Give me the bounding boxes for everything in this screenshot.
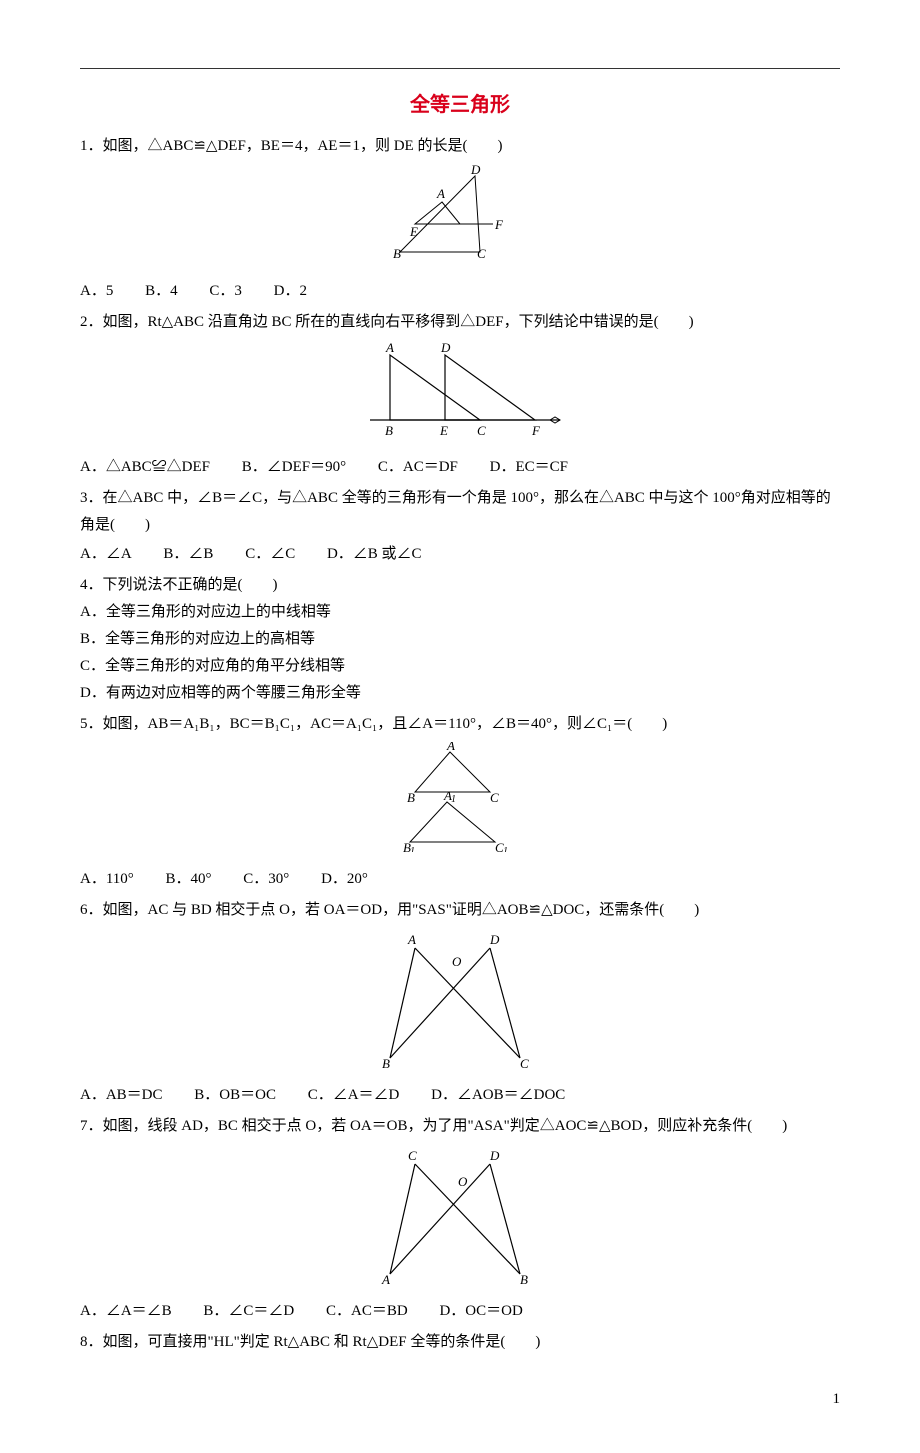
question-8: 8．如图，可直接用"HL"判定 Rt△ABC 和 Rt△DEF 全等的条件是( … — [80, 1329, 840, 1356]
q5-optA: A．110° — [80, 866, 134, 893]
q6-optB: B．OB＝OC — [194, 1082, 276, 1109]
q1-optC: C．3 — [209, 278, 242, 305]
options-q1: A．5 B．4 C．3 D．2 — [80, 278, 840, 305]
question-6: 6．如图，AC 与 BD 相交于点 O，若 OA＝OD，用"SAS"证明△AOB… — [80, 897, 840, 924]
q6-optA: A．AB＝DC — [80, 1082, 163, 1109]
label-A: A — [446, 742, 455, 753]
figure-q1: A B C D E F — [80, 164, 840, 274]
question-2: 2．如图，Rt△ABC 沿直角边 BC 所在的直线向右平移得到△DEF，下列结论… — [80, 309, 840, 336]
label-B1-sub: 1 — [410, 846, 415, 852]
label-D: D — [489, 932, 500, 947]
q3-optC: C．∠C — [245, 541, 295, 568]
label-C: C — [490, 790, 499, 805]
label-O: O — [452, 954, 462, 969]
q3-optD: D．∠B 或∠C — [327, 541, 422, 568]
q4-optD: D．有两边对应相等的两个等腰三角形全等 — [80, 680, 840, 707]
label-B: B — [393, 246, 401, 261]
label-C: C — [520, 1056, 529, 1068]
label-B: B — [407, 790, 415, 805]
q1-optB: B．4 — [145, 278, 178, 305]
question-4: 4．下列说法不正确的是( ) — [80, 572, 840, 599]
q2-optD: D．EC＝CF — [490, 454, 568, 481]
page-title: 全等三角形 — [80, 87, 840, 123]
q2-optB: B．∠DEF＝90° — [242, 454, 346, 481]
q5-optC: C．30° — [243, 866, 289, 893]
label-C: C — [477, 246, 486, 261]
label-C1-sub: 1 — [503, 846, 508, 852]
label-B: B — [382, 1056, 390, 1068]
q5-optD: D．20° — [321, 866, 368, 893]
q5-optB: B．40° — [166, 866, 212, 893]
label-A1-sub: 1 — [451, 794, 456, 805]
options-q5: A．110° B．40° C．30° D．20° — [80, 866, 840, 893]
options-q3: A．∠A B．∠B C．∠C D．∠B 或∠C — [80, 541, 840, 568]
question-7: 7．如图，线段 AD，BC 相交于点 O，若 OA＝OB，为了用"ASA"判定△… — [80, 1113, 840, 1140]
label-C: C — [408, 1148, 417, 1163]
label-D: D — [470, 164, 481, 177]
label-E: E — [409, 224, 418, 239]
question-3: 3．在△ABC 中，∠B＝∠C，与△ABC 全等的三角形有一个角是 100°，那… — [80, 485, 840, 539]
label-D: D — [489, 1148, 500, 1163]
options-q2: A．△ABC≌△DEF B．∠DEF＝90° C．AC＝DF D．EC＝CF — [80, 454, 840, 481]
q4-optB: B．全等三角形的对应边上的高相等 — [80, 626, 840, 653]
label-A: A — [385, 340, 394, 355]
label-D: D — [440, 340, 451, 355]
q3-optA: A．∠A — [80, 541, 132, 568]
label-B: B — [520, 1272, 528, 1284]
figure-q2: A D B E C F — [80, 340, 840, 450]
label-A: A — [381, 1272, 390, 1284]
q6-optD: D．∠AOB＝∠DOC — [431, 1082, 565, 1109]
label-F: F — [531, 423, 541, 438]
figure-q7: C D O A B — [80, 1144, 840, 1294]
label-A: A — [436, 186, 445, 201]
q2-optA: A．△ABC≌△DEF — [80, 454, 210, 481]
q3-optB: B．∠B — [163, 541, 213, 568]
label-O: O — [458, 1174, 468, 1189]
page-number: 1 — [80, 1386, 840, 1413]
label-F: F — [494, 217, 504, 232]
q1-optD: D．2 — [274, 278, 307, 305]
options-q6: A．AB＝DC B．OB＝OC C．∠A＝∠D D．∠AOB＝∠DOC — [80, 1082, 840, 1109]
question-1: 1．如图，△ABC≌△DEF，BE＝4，AE＝1，则 DE 的长是( ) — [80, 133, 840, 160]
label-A: A — [407, 932, 416, 947]
q4-optC: C．全等三角形的对应角的角平分线相等 — [80, 653, 840, 680]
q4-optA: A．全等三角形的对应边上的中线相等 — [80, 599, 840, 626]
label-B: B — [385, 423, 393, 438]
q1-optA: A．5 — [80, 278, 113, 305]
q6-optC: C．∠A＝∠D — [308, 1082, 400, 1109]
label-E: E — [439, 423, 448, 438]
figure-q5: A B C A 1 B 1 C 1 — [80, 742, 840, 862]
figure-q6: A D O B C — [80, 928, 840, 1078]
label-C: C — [477, 423, 486, 438]
q2-optC: C．AC＝DF — [378, 454, 458, 481]
question-5: 5．如图，AB＝A₁B₁，BC＝B₁C₁，AC＝A₁C₁，且∠A＝110°，∠B… — [80, 711, 840, 738]
top-rule — [80, 68, 840, 69]
